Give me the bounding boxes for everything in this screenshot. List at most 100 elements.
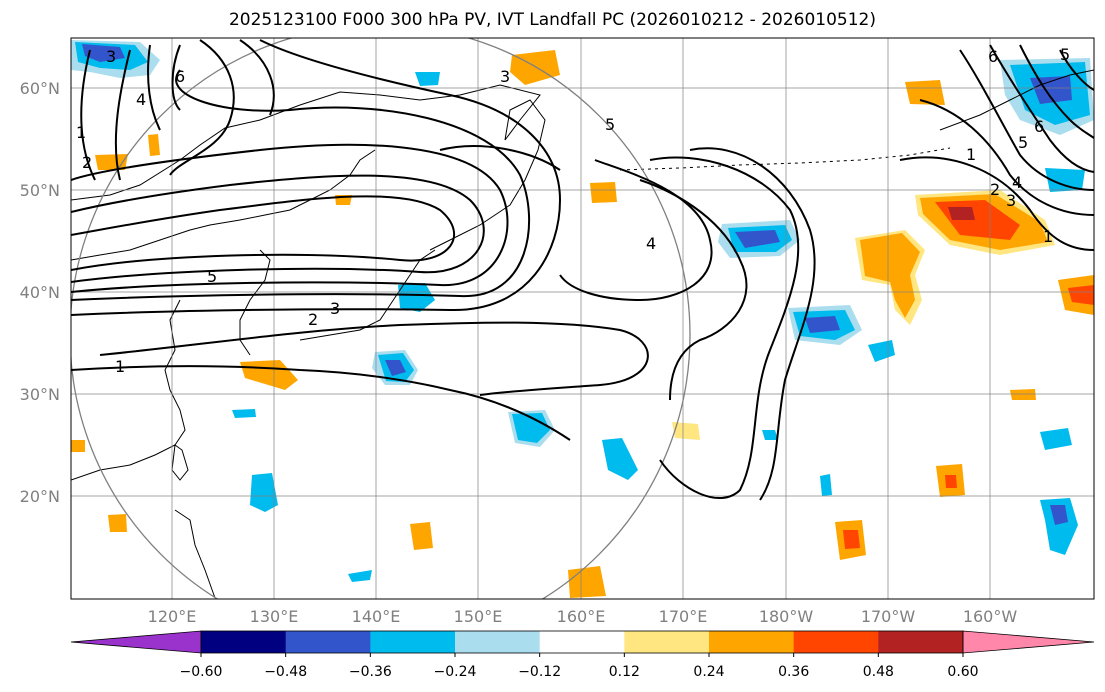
lon-label: 160°W [963, 607, 1018, 626]
coastline-china-south [71, 299, 186, 481]
pv-patch [820, 474, 832, 496]
contour-line [114, 49, 131, 181]
contour-line [99, 321, 649, 396]
contour-line [71, 195, 456, 271]
pv-patch [590, 182, 617, 203]
pv-fills [71, 40, 1094, 598]
pv-patch [860, 233, 920, 318]
colorbar-label: 0.48 [863, 664, 894, 680]
lat-label: 40°N [20, 283, 60, 302]
contour-label: 1 [1043, 227, 1053, 246]
contour-label: 3 [1006, 191, 1016, 210]
coastline-alaska [939, 69, 1094, 131]
pv-patch [108, 514, 127, 532]
lon-label: 170°E [659, 607, 708, 626]
ivt-contours [71, 39, 1094, 501]
pv-patch [602, 438, 638, 480]
contour-line [989, 44, 1094, 173]
contour-label: 2 [82, 153, 92, 172]
pv-patch [843, 530, 860, 549]
colorbar-label: −0.48 [264, 664, 307, 680]
lat-label: 30°N [20, 385, 60, 404]
pv-patch [410, 522, 433, 550]
contour-line [919, 99, 1094, 216]
pv-patch [945, 475, 957, 488]
pv-patch [1068, 285, 1094, 305]
pv-patch [1045, 168, 1085, 192]
lat-label: 60°N [20, 79, 60, 98]
pv-patch [71, 440, 85, 452]
contour-label: 5 [1018, 133, 1028, 152]
contour-line [171, 44, 181, 111]
pv-patch [905, 80, 945, 105]
colorbar-label: 0.12 [609, 664, 640, 680]
contour-label: 5 [207, 267, 217, 286]
contour-line [147, 44, 161, 131]
contour-label: 2 [990, 180, 1000, 199]
coastline-kamchatka [429, 99, 546, 251]
colorbar-segment [201, 631, 287, 653]
contour-line [71, 143, 509, 293]
lat-label: 50°N [20, 181, 60, 200]
gridlines [71, 38, 1094, 599]
contour-line [71, 174, 485, 283]
contour-label: 4 [646, 234, 656, 253]
colorbar-segment [370, 631, 456, 653]
coastline-asia-north [71, 84, 541, 201]
colorbar-segment [455, 631, 541, 653]
lon-label: 120°E [148, 607, 197, 626]
contour-label: 1 [115, 357, 125, 376]
pv-patch [348, 570, 372, 582]
contour-label: 5 [605, 115, 615, 134]
pv-patch [568, 566, 606, 598]
contour-label: 2 [308, 310, 318, 329]
pv-patch [672, 422, 700, 440]
lon-label: 150°E [454, 607, 503, 626]
coastline-philippines [174, 509, 216, 599]
contour-line [71, 69, 531, 301]
colorbar-extend-low [70, 630, 202, 654]
contour-line [239, 39, 275, 116]
contour-line [899, 156, 1094, 251]
colorbar-label: −0.12 [518, 664, 561, 680]
pv-patch [948, 207, 975, 220]
lon-labels: 120°E 130°E 140°E 150°E 160°E 170°E 180°… [148, 607, 1018, 626]
pv-patch [1050, 505, 1068, 525]
map-title: 2025123100 F000 300 hPa PV, IVT Landfall… [228, 10, 876, 30]
contour-label: 3 [106, 47, 116, 66]
contour-labels: 1 2 3 4 5 3 1 2 4 6 3 1 2 3 4 5 6 1 6 5 … [76, 45, 1070, 376]
contour-line [169, 39, 235, 176]
contour-line [1019, 44, 1094, 139]
pv-patch [805, 316, 840, 333]
colorbar: −0.60 −0.48 −0.36 −0.24 −0.12 0.12 0.24 0.36 0.4… [70, 630, 1095, 680]
coastline-china-north [71, 149, 376, 261]
contour-line [1059, 49, 1094, 91]
contour-line [439, 145, 561, 171]
colorbar-segment [709, 631, 795, 653]
coastlines [71, 69, 1094, 599]
lon-label: 160°E [557, 607, 606, 626]
pv-patch [1040, 428, 1072, 450]
lon-label: 180°W [759, 607, 814, 626]
contour-label: 6 [175, 67, 185, 86]
pv-patch [762, 430, 778, 440]
colorbar-border [200, 630, 964, 654]
contour-label: 6 [1034, 117, 1044, 136]
contour-line [559, 159, 713, 302]
contour-label: 3 [330, 299, 340, 318]
contour-label: 4 [1012, 173, 1022, 192]
contour-line [639, 179, 748, 401]
contour-line [71, 39, 562, 316]
contour-label: 5 [1060, 45, 1070, 64]
contour-line [80, 49, 96, 181]
map-area [71, 38, 1094, 599]
contour-label: 6 [988, 47, 998, 66]
pv-patch [385, 360, 406, 376]
colorbar-extend-high [962, 630, 1095, 654]
lat-labels: 60°N 50°N 40°N 30°N 20°N [20, 79, 60, 506]
contour-label: 1 [76, 123, 86, 142]
colorbar-label: −0.36 [349, 664, 392, 680]
contour-line [71, 365, 571, 441]
pv-patch [250, 473, 278, 512]
pv-patch [735, 230, 780, 248]
